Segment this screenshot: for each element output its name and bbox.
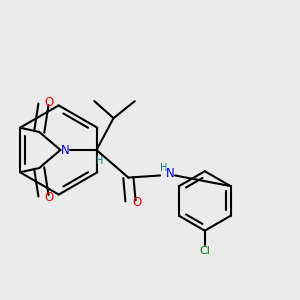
Text: H: H <box>160 163 167 173</box>
Text: N: N <box>166 167 174 180</box>
Text: O: O <box>44 96 53 109</box>
Text: H: H <box>96 156 103 166</box>
Text: N: N <box>61 143 70 157</box>
Text: O: O <box>132 196 142 209</box>
Text: O: O <box>44 191 53 204</box>
Text: Cl: Cl <box>200 247 210 256</box>
